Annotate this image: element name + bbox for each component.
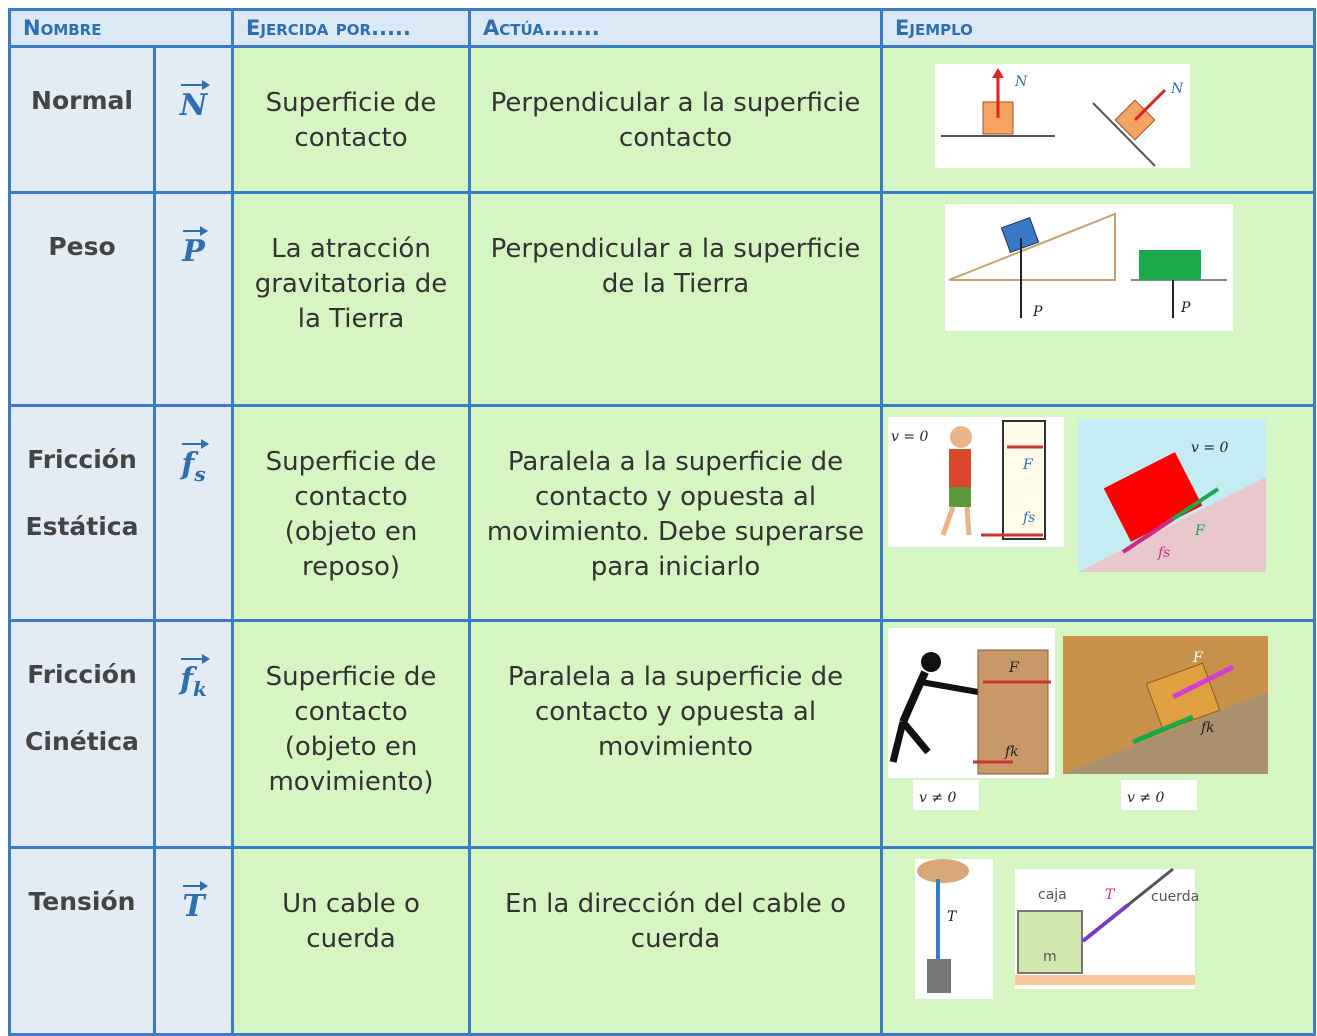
symbol-cell: fk [152, 619, 235, 849]
example-label: P [1180, 300, 1191, 316]
example-label: T [947, 909, 958, 925]
name: Estática [25, 512, 139, 541]
forces-table: Nombre Ejercida por..... Actúa....... Ej… [7, 8, 1317, 1036]
exerted-by: Superficie de contacto (objeto en reposo… [231, 404, 472, 622]
example-label: F [1022, 457, 1034, 473]
example-label: N [1170, 81, 1184, 97]
name-cell: Peso [8, 191, 156, 407]
symbol: P [182, 226, 208, 269]
example-cell: F fk v ≠ 0 F fk v ≠ 0 [880, 619, 1317, 849]
header-cell: Ejercida por..... [231, 8, 472, 48]
example-label: F [1192, 650, 1204, 666]
acts: Perpendicular a la superficie de la Tier… [468, 191, 884, 407]
name: Peso [48, 232, 116, 261]
symbol: T [182, 881, 209, 924]
example-image: F fk v ≠ 0 F fk v ≠ 0 [888, 628, 1269, 810]
name-cell: Normal [8, 45, 156, 194]
example-label: fs [1157, 545, 1170, 561]
example-label: fs [1022, 510, 1035, 526]
acts: Paralela a la superficie de contacto y o… [468, 404, 884, 622]
symbol-cell: P [152, 191, 235, 407]
exerted-by: Superficie de contacto [231, 45, 472, 194]
example-label: v ≠ 0 [1127, 790, 1165, 806]
example-cell: v = 0 F fs v = 0 fs F [880, 404, 1317, 622]
example-label: F [1194, 523, 1206, 539]
exerted-by: Un cable o cuerda [231, 846, 472, 1036]
example-label: T [1105, 887, 1116, 903]
example-label: fk [1004, 744, 1019, 760]
exerted-by: Superficie de contacto (objeto en movimi… [231, 619, 472, 849]
example-label: m [1043, 949, 1057, 965]
name: Tensión [28, 887, 136, 916]
acts: Paralela a la superficie de contacto y o… [468, 619, 884, 849]
example-cell: N N [880, 45, 1317, 194]
header-cell: Actúa....... [468, 8, 884, 48]
example-label: caja [1038, 887, 1067, 903]
symbol-letter: f [181, 447, 195, 482]
example-label: N [1014, 74, 1028, 90]
symbol-cell: T [152, 846, 235, 1036]
example-image: v = 0 F fs v = 0 fs F [888, 417, 1267, 572]
example-label: cuerda [1151, 889, 1199, 905]
header-cell: Nombre [7, 8, 235, 48]
example-image: P P [945, 204, 1234, 331]
acts: Perpendicular a la superficie contacto [468, 45, 884, 194]
example-image: T caja T cuerda m [915, 859, 1199, 999]
name: Normal [31, 86, 133, 115]
example-label: F [1008, 660, 1020, 676]
symbol: N [180, 80, 211, 123]
example-label: P [1032, 304, 1043, 320]
example-cell: P P [880, 191, 1317, 407]
symbol-subscript: k [193, 677, 207, 701]
example-cell: T caja T cuerda m [880, 846, 1317, 1036]
symbol: fs [181, 439, 209, 486]
symbol-subscript: s [194, 462, 206, 486]
symbol: fk [180, 654, 210, 701]
name-cell: Fricción Cinética [8, 619, 156, 849]
name: Cinética [25, 727, 139, 756]
example-label: v = 0 [891, 429, 929, 445]
header-cell: Ejemplo [880, 8, 1317, 48]
exerted-by: La atracción gravitatoria de la Tierra [231, 191, 472, 407]
name-cell: Tensión [8, 846, 156, 1036]
symbol-cell: fs [152, 404, 235, 622]
name: Fricción [27, 660, 137, 689]
symbol-cell: N [152, 45, 235, 194]
name-cell: Fricción Estática [8, 404, 156, 622]
acts: En la dirección del cable o cuerda [468, 846, 884, 1036]
example-label: v = 0 [1191, 440, 1229, 456]
example-label: fk [1200, 720, 1215, 736]
symbol-letter: f [180, 662, 194, 697]
page: Nombre Ejercida por..... Actúa....... Ej… [7, 8, 1317, 1036]
example-image: N N [935, 64, 1191, 168]
name: Fricción [27, 445, 137, 474]
example-label: v ≠ 0 [919, 790, 957, 806]
